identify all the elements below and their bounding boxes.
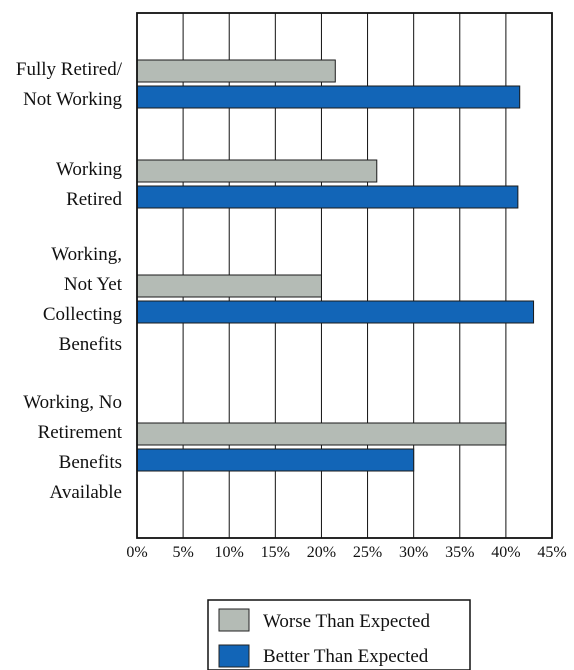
x-tick-label: 15% xyxy=(261,544,290,561)
category-label-line: Retired xyxy=(66,189,122,210)
category-label-line: Working, No xyxy=(23,392,122,413)
category-label-line: Available xyxy=(50,482,122,503)
category-label-line: Working xyxy=(56,159,123,180)
legend-swatch-worse xyxy=(218,608,250,632)
category-label-line: Not Yet xyxy=(64,274,123,295)
x-tick-label: 20% xyxy=(307,544,336,561)
bar-worse-than-expected xyxy=(136,422,507,446)
category-label-line: Working, xyxy=(51,244,122,265)
category-label-line: Benefits xyxy=(59,334,122,355)
plot-frame xyxy=(136,12,553,539)
bar-worse-than-expected xyxy=(136,59,336,83)
x-tick-label: 5% xyxy=(172,544,193,561)
category-label-line: Fully Retired/ xyxy=(16,59,123,80)
category-label-line: Collecting xyxy=(43,304,123,325)
legend-box xyxy=(207,599,471,670)
bars xyxy=(136,59,535,472)
category-labels: Fully Retired/Not WorkingWorkingRetiredW… xyxy=(16,59,123,503)
x-tick-label: 40% xyxy=(491,544,520,561)
bar-worse-than-expected xyxy=(136,159,378,183)
category-label: Working Retired xyxy=(56,159,123,210)
legend-label-better: Better Than Expected xyxy=(263,646,429,667)
x-tick-labels: 0% 5% 10% 15% 20% 25% 30% 35% 40% 45% xyxy=(126,544,566,561)
bar-worse-than-expected xyxy=(136,274,322,298)
category-label: Working, No Retirement Benefits Available xyxy=(23,392,122,503)
category-label: Fully Retired/Not Working xyxy=(16,59,123,110)
legend: Worse Than Expected Better Than Expected xyxy=(207,599,471,670)
legend-label-worse: Worse Than Expected xyxy=(263,611,430,632)
x-tick-label: 10% xyxy=(215,544,244,561)
category-label: Working, Not Yet Collecting Benefits xyxy=(43,244,123,355)
x-tick-label: 45% xyxy=(537,544,566,561)
x-tick-label: 25% xyxy=(353,544,382,561)
x-tick-label: 30% xyxy=(399,544,428,561)
bar-better-than-expected xyxy=(136,448,415,472)
x-tick-label: 0% xyxy=(126,544,147,561)
bar-better-than-expected xyxy=(136,185,519,209)
x-tick-label: 35% xyxy=(445,544,474,561)
bar-better-than-expected xyxy=(136,85,521,109)
bar-better-than-expected xyxy=(136,300,535,324)
category-label-line: Not Working xyxy=(23,89,122,110)
category-label-line: Benefits xyxy=(59,452,122,473)
legend-swatch-better xyxy=(218,644,250,668)
category-label-line: Retirement xyxy=(38,422,123,443)
